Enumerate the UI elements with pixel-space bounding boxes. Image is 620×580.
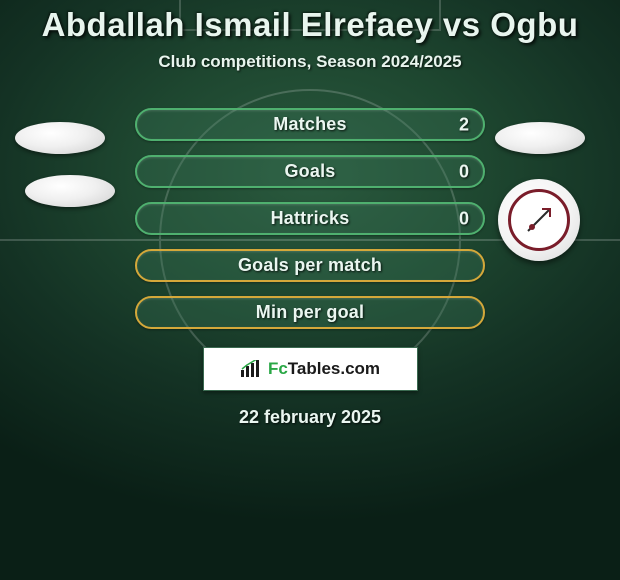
source-logo: FcTables.com xyxy=(203,347,418,391)
stat-bar: Matches 2 xyxy=(135,108,485,141)
stat-label: Matches xyxy=(273,114,346,135)
stat-value: 2 xyxy=(459,114,469,135)
stat-bar: Hattricks 0 xyxy=(135,202,485,235)
chart-bars-icon xyxy=(240,360,262,378)
page-title: Abdallah Ismail Elrefaey vs Ogbu xyxy=(0,6,620,44)
stat-label: Min per goal xyxy=(256,302,364,323)
stat-value: 0 xyxy=(459,161,469,182)
date-label: 22 february 2025 xyxy=(0,407,620,428)
stat-label: Goals xyxy=(284,161,335,182)
logo-rest: Tables.com xyxy=(288,359,380,378)
stat-bar: Goals per match xyxy=(135,249,485,282)
stat-label: Goals per match xyxy=(238,255,382,276)
stat-rows: Matches 2 Goals 0 Hattricks 0 Goals per match M… xyxy=(0,108,620,329)
stat-value: 0 xyxy=(459,208,469,229)
subtitle: Club competitions, Season 2024/2025 xyxy=(0,52,620,72)
stat-bar: Min per goal xyxy=(135,296,485,329)
content: Abdallah Ismail Elrefaey vs Ogbu Club co… xyxy=(0,0,620,428)
stat-bar: Goals 0 xyxy=(135,155,485,188)
logo-prefix: Fc xyxy=(268,359,288,378)
source-logo-text: FcTables.com xyxy=(268,359,380,379)
stat-label: Hattricks xyxy=(271,208,350,229)
